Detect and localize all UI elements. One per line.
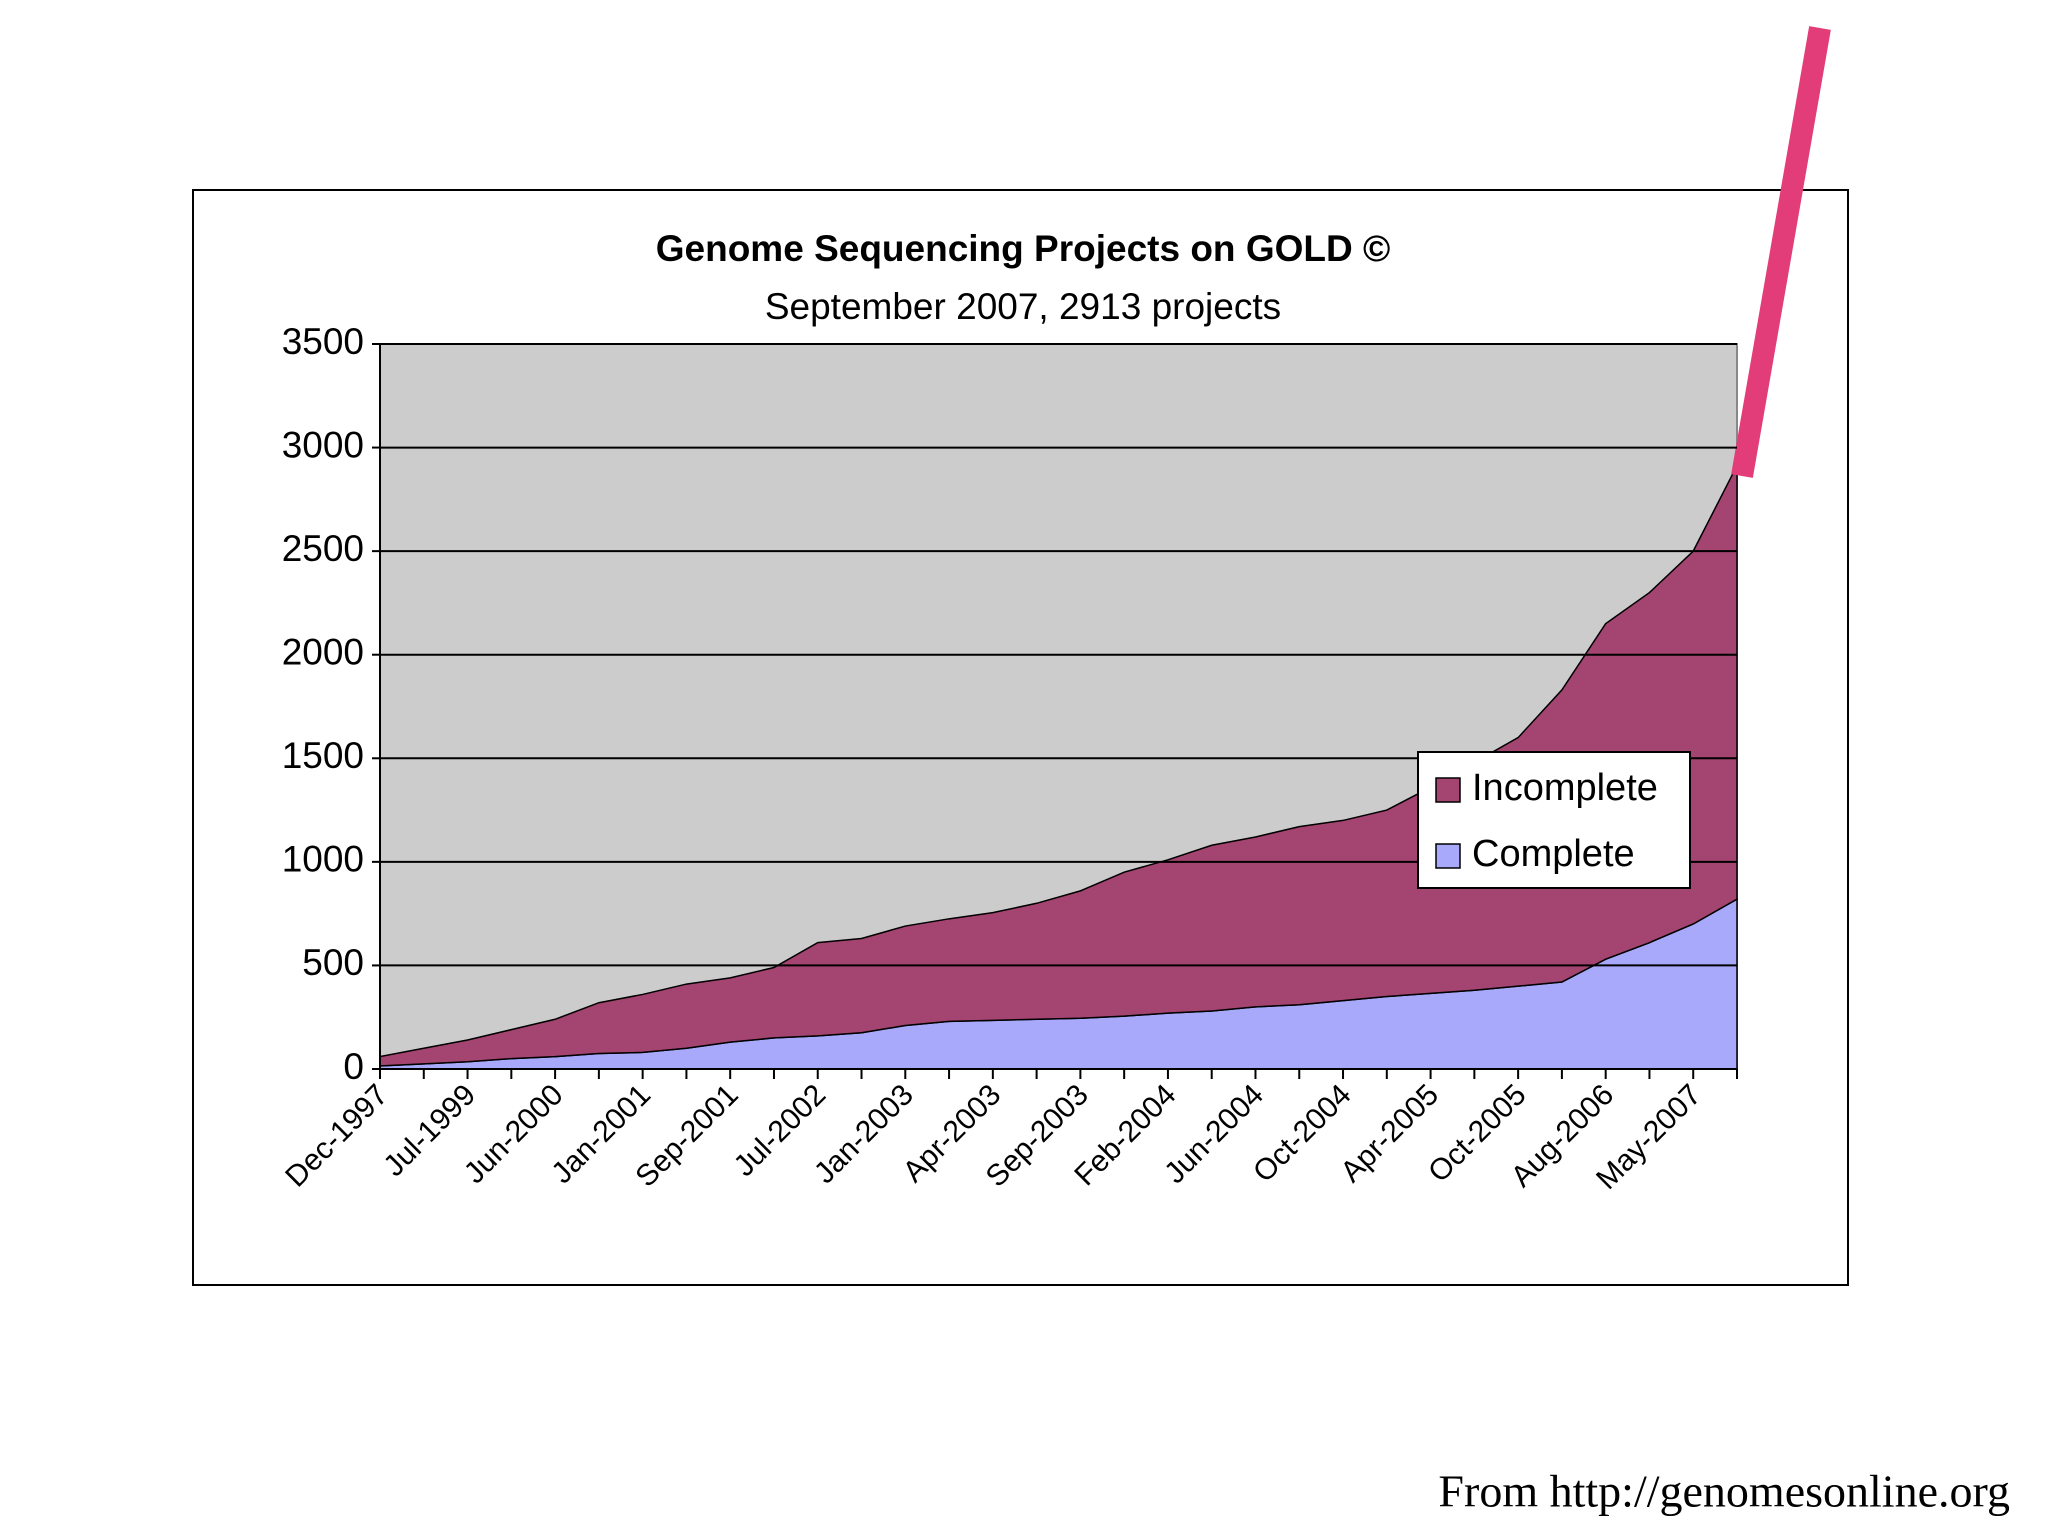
legend-label: Complete — [1472, 833, 1635, 875]
y-tick-label: 2500 — [282, 528, 364, 569]
legend-swatch — [1435, 777, 1461, 803]
source-note: From http://genomesonline.org — [1438, 1466, 2010, 1517]
y-tick-label: 3500 — [282, 321, 364, 362]
y-tick-label: 0 — [343, 1046, 364, 1087]
legend-label: Incomplete — [1472, 767, 1658, 809]
legend-swatch — [1435, 843, 1461, 869]
y-tick-label: 3000 — [282, 424, 364, 465]
chart-title: Genome Sequencing Projects on GOLD © — [656, 228, 1391, 269]
area-incomplete — [379, 465, 1738, 1067]
y-tick-label: 2000 — [282, 631, 364, 672]
legend-box — [1417, 751, 1691, 889]
y-tick-label: 1500 — [282, 735, 364, 776]
y-tick-label: 1000 — [282, 839, 364, 880]
chart-subtitle: September 2007, 2913 projects — [765, 286, 1281, 327]
annotation-stroke — [1731, 26, 1831, 478]
y-tick-label: 500 — [302, 942, 364, 983]
